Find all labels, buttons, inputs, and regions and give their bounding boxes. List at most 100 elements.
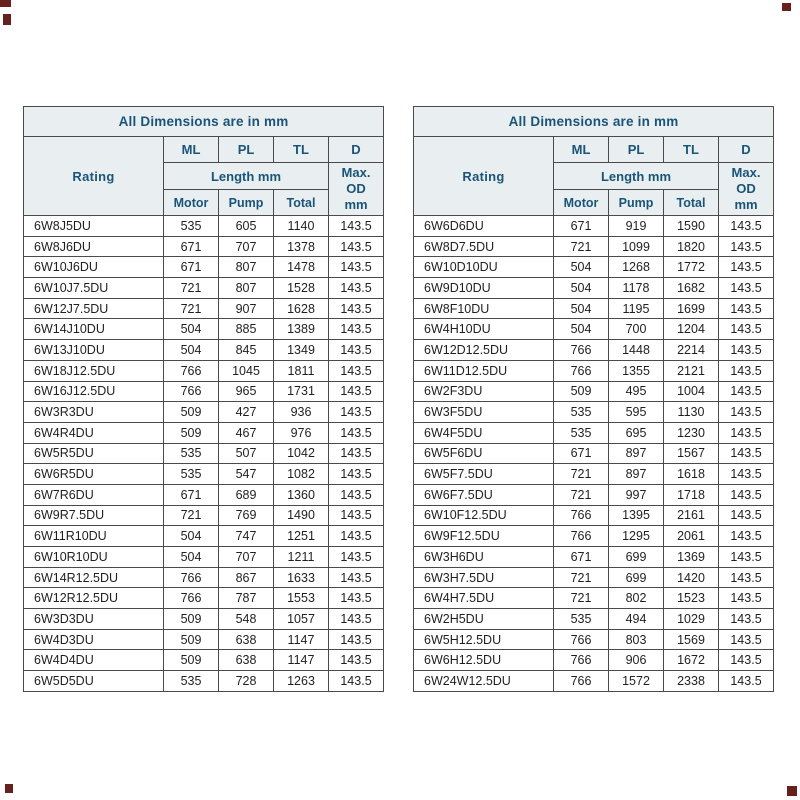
table-body: 6W8J5DU 535 605 1140 143.5 6W8J6DU 671 7… — [23, 215, 384, 692]
pump-length-cell: 787 — [218, 587, 274, 610]
table-title: All Dimensions are in mm — [23, 106, 384, 137]
pump-length-cell: 802 — [608, 587, 664, 610]
motor-length-cell: 766 — [553, 670, 609, 692]
motor-length-cell: 504 — [163, 546, 219, 568]
motor-length-cell: 509 — [163, 608, 219, 630]
table-row: 6W5F6DU 671 897 1567 143.5 — [413, 442, 774, 465]
motor-length-cell: 504 — [553, 256, 609, 279]
motor-length-cell: 671 — [163, 235, 219, 258]
length-mm-header: Length mm — [553, 162, 719, 190]
pump-length-cell: 547 — [218, 463, 274, 485]
pump-length-cell: 807 — [218, 277, 274, 299]
total-length-cell: 1349 — [273, 339, 329, 361]
total-length-cell: 1147 — [273, 628, 329, 651]
pump-length-cell: 495 — [608, 380, 664, 403]
table-row: 6W4D4DU 509 638 1147 143.5 — [23, 649, 384, 672]
max-od-cell: 143.5 — [328, 380, 384, 403]
max-od-cell: 143.5 — [328, 318, 384, 341]
corner-mark-bottom-right — [787, 786, 797, 796]
table-row: 6W8J5DU 535 605 1140 143.5 — [23, 215, 384, 237]
rating-cell: 6W2H5DU — [413, 608, 554, 630]
max-od-cell: 143.5 — [328, 566, 384, 589]
rating-column-header: Rating — [413, 136, 554, 216]
rating-cell: 6W4D3DU — [23, 628, 164, 651]
pump-length-cell: 803 — [608, 628, 664, 651]
motor-length-cell: 721 — [163, 297, 219, 320]
pump-length-cell: 427 — [218, 401, 274, 423]
pump-length-cell: 707 — [218, 546, 274, 568]
rating-cell: 6W5D5DU — [23, 670, 164, 692]
rating-cell: 6W10R10DU — [23, 546, 164, 568]
table-row: 6W4H7.5DU 721 802 1523 143.5 — [413, 587, 774, 610]
table-title: All Dimensions are in mm — [413, 106, 774, 137]
motor-length-cell: 766 — [163, 587, 219, 610]
motor-length-cell: 535 — [163, 442, 219, 465]
total-column-header: Total — [663, 189, 719, 216]
motor-length-cell: 509 — [163, 649, 219, 672]
max-od-cell: 143.5 — [718, 628, 774, 651]
dimensions-table-left: All Dimensions are in mm Rating ML PL TL… — [23, 106, 384, 692]
ml-column-header: ML — [553, 136, 609, 163]
tl-column-header: TL — [663, 136, 719, 163]
total-length-cell: 1820 — [663, 235, 719, 258]
table-row: 6W9F12.5DU 766 1295 2061 143.5 — [413, 525, 774, 547]
rating-cell: 6W24W12.5DU — [413, 670, 554, 692]
pump-length-cell: 1099 — [608, 235, 664, 258]
motor-length-cell: 504 — [553, 318, 609, 341]
rating-cell: 6W4D4DU — [23, 649, 164, 672]
dimensions-table-right: All Dimensions are in mm Rating ML PL TL… — [413, 106, 774, 692]
corner-mark-top-left-a — [0, 0, 11, 7]
table-row: 6W4H10DU 504 700 1204 143.5 — [413, 318, 774, 341]
total-length-cell: 1204 — [663, 318, 719, 341]
pump-length-cell: 747 — [218, 525, 274, 547]
rating-cell: 6W13J10DU — [23, 339, 164, 361]
max-od-header: Max. OD mm — [328, 162, 384, 216]
rating-cell: 6W3H6DU — [413, 546, 554, 568]
table-row: 6W3H6DU 671 699 1369 143.5 — [413, 546, 774, 568]
rating-cell: 6W8F10DU — [413, 297, 554, 320]
max-od-cell: 143.5 — [328, 546, 384, 568]
pump-length-cell: 728 — [218, 670, 274, 692]
max-od-cell: 143.5 — [328, 277, 384, 299]
pump-length-cell: 467 — [218, 421, 274, 444]
table-row: 6W3R3DU 509 427 936 143.5 — [23, 401, 384, 423]
pump-length-cell: 997 — [608, 483, 664, 506]
table-row: 6W4D3DU 509 638 1147 143.5 — [23, 628, 384, 651]
total-length-cell: 1389 — [273, 318, 329, 341]
pl-column-header: PL — [218, 136, 274, 163]
pump-length-cell: 700 — [608, 318, 664, 341]
length-mm-header: Length mm — [163, 162, 329, 190]
rating-cell: 6W3F5DU — [413, 401, 554, 423]
pump-length-cell: 638 — [218, 649, 274, 672]
pump-length-cell: 1178 — [608, 277, 664, 299]
motor-length-cell: 535 — [163, 670, 219, 692]
max-od-line1: Max. — [731, 164, 761, 180]
max-od-line2: OD — [346, 180, 366, 196]
total-length-cell: 2161 — [663, 504, 719, 527]
max-od-cell: 143.5 — [328, 649, 384, 672]
motor-length-cell: 721 — [553, 463, 609, 485]
dimensions-table: All Dimensions are in mm Rating ML PL TL… — [413, 106, 774, 692]
rating-cell: 6W11R10DU — [23, 525, 164, 547]
table-row: 6W10J6DU 671 807 1478 143.5 — [23, 256, 384, 279]
total-length-cell: 1360 — [273, 483, 329, 506]
rating-cell: 6W4H10DU — [413, 318, 554, 341]
max-od-cell: 143.5 — [328, 608, 384, 630]
table-body: 6W6D6DU 671 919 1590 143.5 6W8D7.5DU 721… — [413, 215, 774, 692]
table-row: 6W5F7.5DU 721 897 1618 143.5 — [413, 463, 774, 485]
max-od-cell: 143.5 — [328, 339, 384, 361]
total-length-cell: 1042 — [273, 442, 329, 465]
total-length-cell: 2338 — [663, 670, 719, 692]
pl-column-header: PL — [608, 136, 664, 163]
motor-length-cell: 535 — [553, 401, 609, 423]
pump-length-cell: 1195 — [608, 297, 664, 320]
max-od-cell: 143.5 — [328, 359, 384, 382]
rating-cell: 6W4F5DU — [413, 421, 554, 444]
rating-cell: 6W8J6DU — [23, 235, 164, 258]
motor-column-header: Motor — [163, 189, 219, 216]
table-row: 6W5H12.5DU 766 803 1569 143.5 — [413, 628, 774, 651]
max-od-header: Max. OD mm — [718, 162, 774, 216]
motor-length-cell: 721 — [553, 235, 609, 258]
rating-cell: 6W14R12.5DU — [23, 566, 164, 589]
motor-length-cell: 721 — [163, 504, 219, 527]
